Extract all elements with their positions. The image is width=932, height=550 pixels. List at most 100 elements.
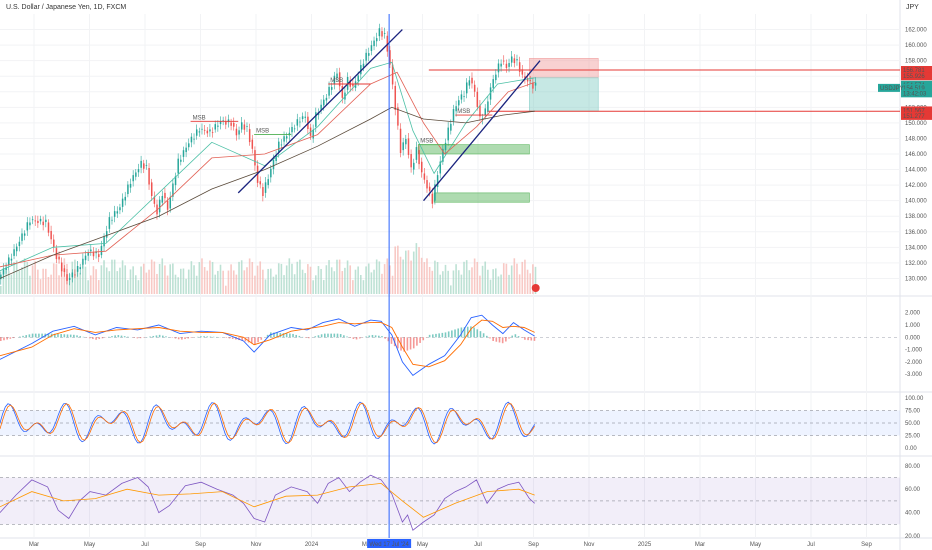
msb-label: MSB xyxy=(457,109,470,115)
macd-histogram-bar xyxy=(489,337,491,339)
macd-histogram-bar xyxy=(505,337,507,342)
volume-bar xyxy=(328,260,330,294)
candle-body xyxy=(500,63,502,67)
price-label-value: 13:42:03 xyxy=(903,91,927,97)
candle-body xyxy=(18,241,21,247)
candle-body xyxy=(473,84,476,92)
candle-body xyxy=(452,109,455,121)
candle-body xyxy=(121,198,124,207)
candle-body xyxy=(431,193,434,204)
macd-histogram-bar xyxy=(57,333,59,338)
macd-histogram-bar xyxy=(34,333,37,338)
candle-body xyxy=(230,122,232,126)
volume-bar xyxy=(58,275,60,294)
currency-label: JPY xyxy=(906,4,919,11)
macd-histogram-bar xyxy=(158,334,161,338)
candle-body xyxy=(436,175,439,188)
macd-histogram-bar xyxy=(25,335,28,338)
macd-histogram-bar xyxy=(524,337,526,340)
candle-body xyxy=(31,219,34,221)
macd-histogram-bar xyxy=(0,337,2,341)
macd-histogram-bar xyxy=(19,336,21,338)
candle-body xyxy=(399,128,402,153)
price-tick-label: 148.000 xyxy=(905,136,927,142)
macd-histogram-bar xyxy=(139,337,142,339)
volume-bar xyxy=(346,260,349,294)
candle-body xyxy=(185,147,187,153)
candle-body xyxy=(484,108,487,116)
volume-bar xyxy=(225,285,227,294)
candle-body xyxy=(524,76,526,79)
volume-bar xyxy=(502,263,505,294)
volume-bar xyxy=(370,272,373,294)
volume-bar xyxy=(423,262,426,294)
macd-histogram-bar xyxy=(476,329,479,338)
volume-bar xyxy=(508,274,510,294)
candle-body xyxy=(413,162,415,170)
candle-body xyxy=(158,199,161,213)
candle-body xyxy=(442,148,444,162)
volume-bar xyxy=(135,275,137,294)
volume-bar xyxy=(29,275,31,294)
volume-bar xyxy=(264,279,267,294)
volume-bar xyxy=(529,273,532,294)
candle-body xyxy=(153,196,156,204)
volume-bar xyxy=(116,271,119,294)
candle-body xyxy=(190,136,193,143)
macd-histogram-bar xyxy=(330,333,332,338)
candle-body xyxy=(143,163,145,169)
volume-bar xyxy=(532,264,534,294)
volume-bar xyxy=(418,247,420,294)
volume-bar xyxy=(180,268,182,294)
volume-bar xyxy=(338,259,341,294)
x-tick-label: Jul xyxy=(807,542,815,548)
volume-bar xyxy=(127,280,129,294)
volume-bar xyxy=(447,270,449,294)
volume-bar xyxy=(524,259,526,294)
volume-bar xyxy=(198,262,201,294)
volume-bar xyxy=(280,263,283,294)
volume-bar xyxy=(439,274,442,294)
volume-bar xyxy=(500,274,502,294)
candle-body xyxy=(68,277,71,280)
candle-body xyxy=(148,168,150,185)
volume-bar xyxy=(246,267,248,294)
candle-body xyxy=(471,77,473,84)
macd-histogram-bar xyxy=(244,337,247,342)
candle-body xyxy=(383,33,386,35)
macd-histogram-bar xyxy=(466,326,469,338)
price-label-tag xyxy=(901,66,932,74)
flag-icon xyxy=(531,284,540,292)
volume-bar xyxy=(460,274,463,294)
macd-histogram-bar xyxy=(498,337,501,343)
candle-body xyxy=(375,38,378,42)
volume-bar xyxy=(288,258,291,294)
price-tick-label: 132.000 xyxy=(905,261,927,267)
volume-bar xyxy=(373,269,375,294)
volume-bar xyxy=(336,259,338,294)
volume-bar xyxy=(317,266,320,294)
candle-body xyxy=(278,141,280,153)
candle-body xyxy=(217,125,219,127)
candle-body xyxy=(362,63,365,68)
macd-histogram-bar xyxy=(111,336,113,338)
candle-body xyxy=(270,168,272,178)
volume-bar xyxy=(293,274,296,294)
volume-bar xyxy=(412,251,415,294)
candle-body xyxy=(235,128,238,136)
candle-body xyxy=(458,100,460,106)
volume-bar xyxy=(166,275,169,294)
volume-bar xyxy=(357,266,359,294)
macd-histogram-bar xyxy=(314,336,317,338)
macd-histogram-bar xyxy=(47,333,50,338)
candle-body xyxy=(312,129,314,139)
trendline xyxy=(237,29,403,194)
candle-body xyxy=(434,184,436,201)
macd-histogram-bar xyxy=(136,337,139,339)
candle-body xyxy=(338,72,341,87)
candle-body xyxy=(508,63,510,67)
candle-body xyxy=(405,139,407,145)
volume-bar xyxy=(45,268,47,294)
macd-histogram-bar xyxy=(12,337,15,339)
